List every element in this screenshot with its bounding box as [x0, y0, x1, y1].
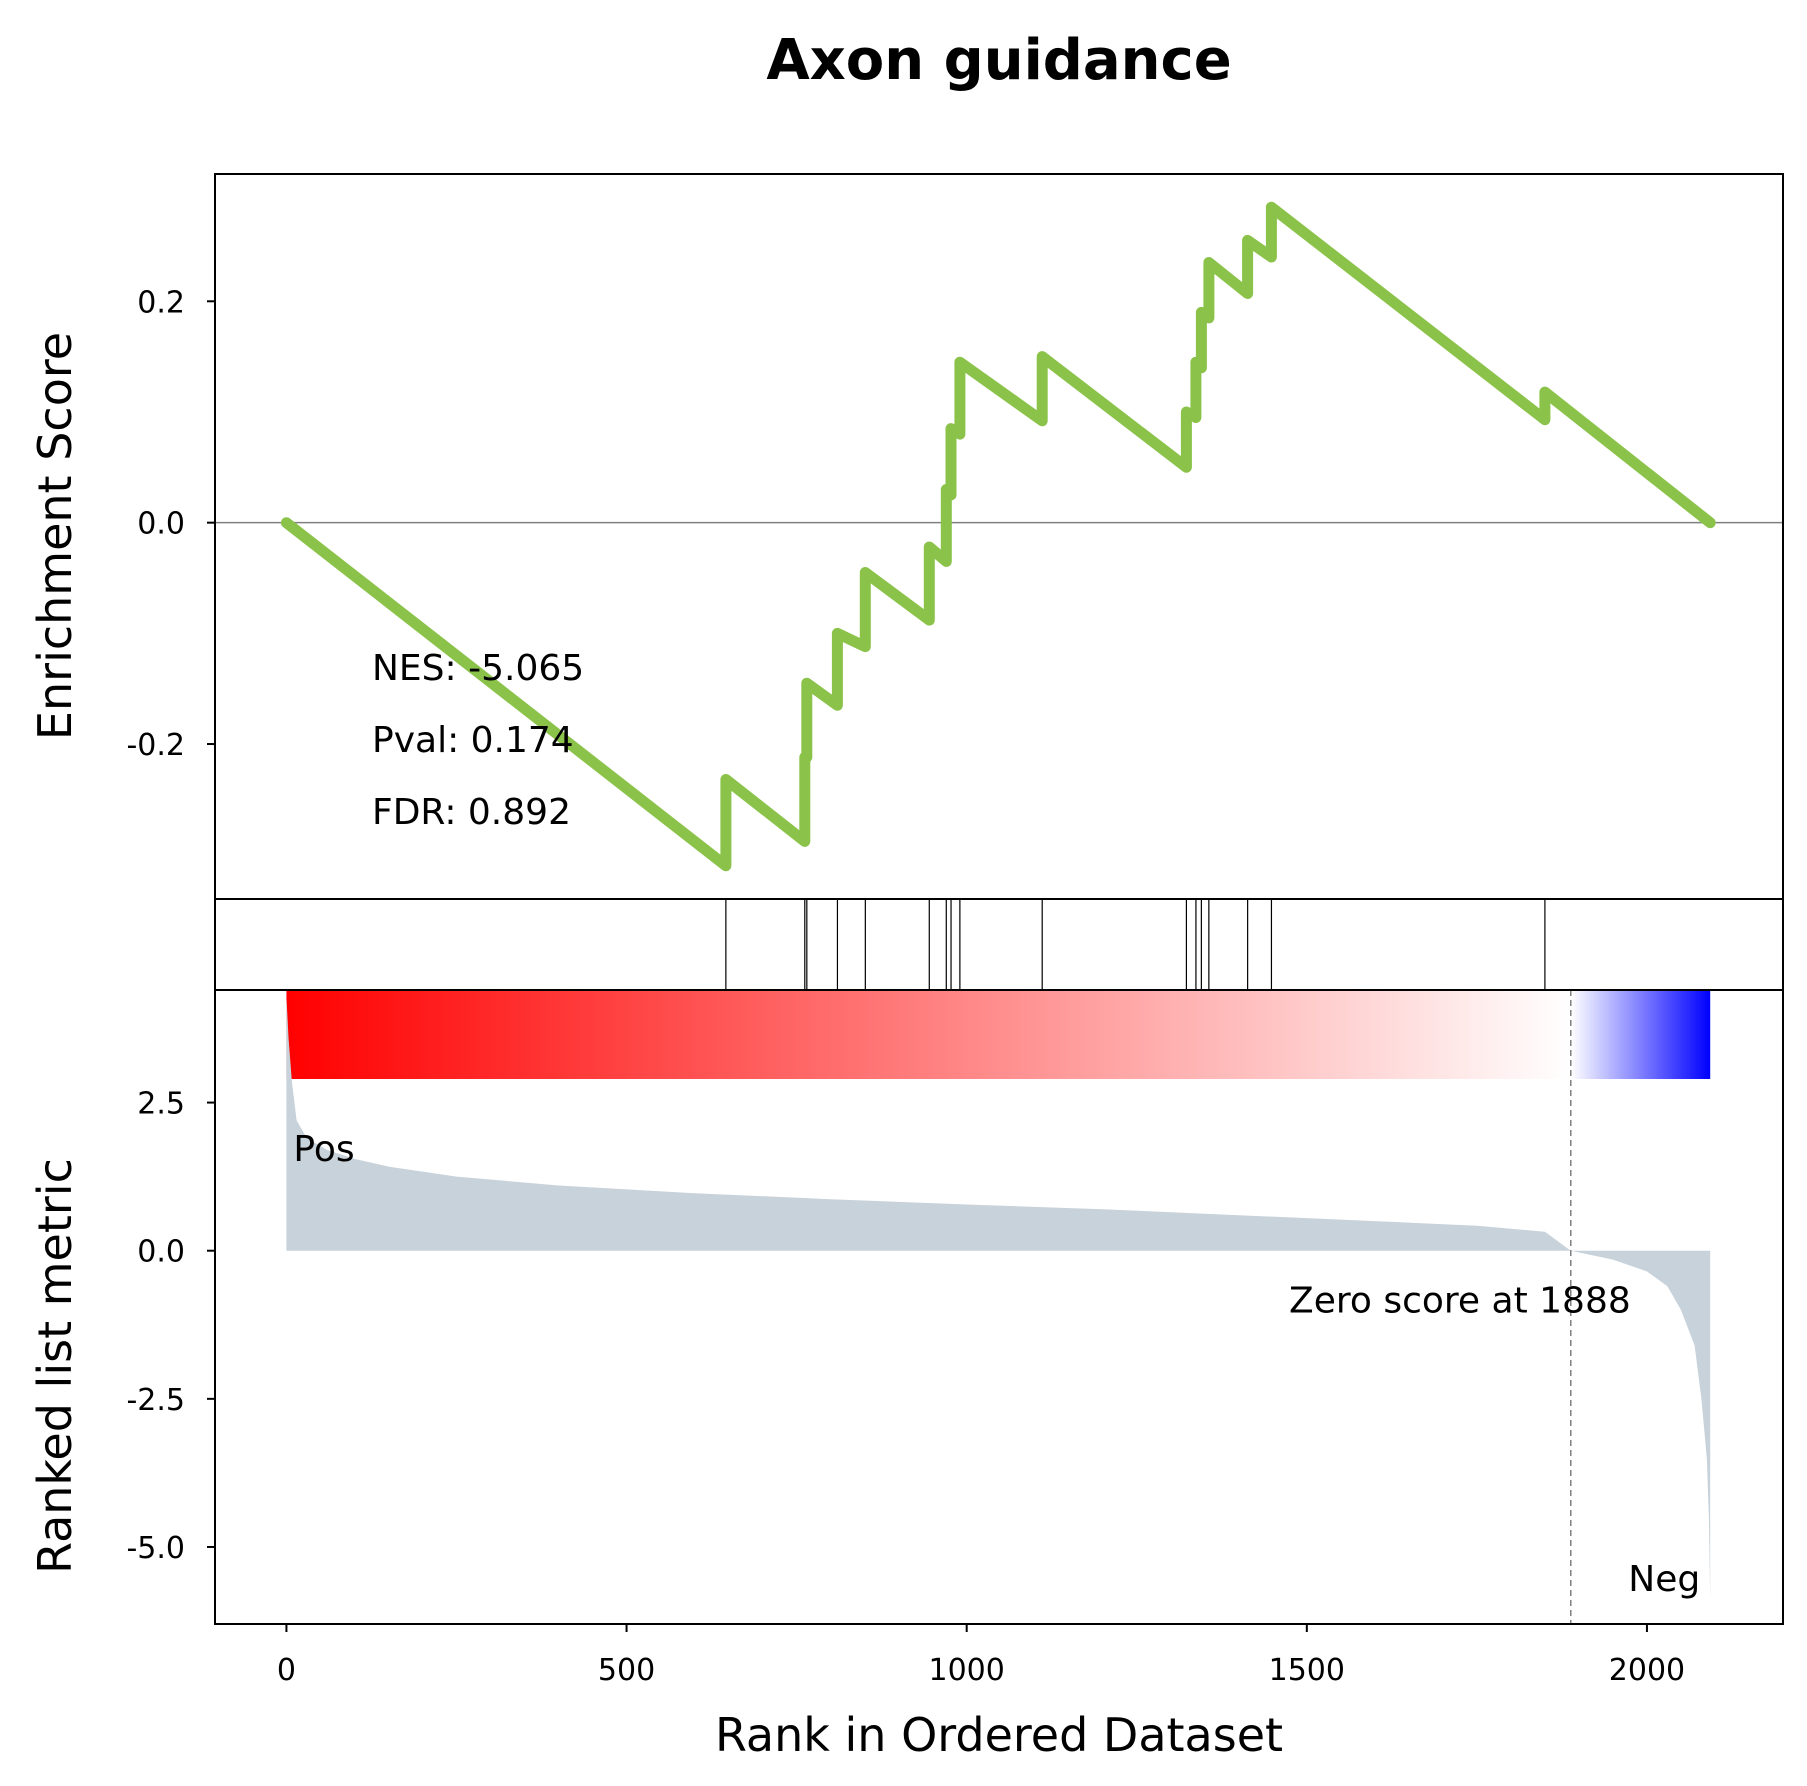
hits-panel-frame [214, 898, 1784, 991]
ranked-metric-y-tick-label: -5.0 [126, 1531, 185, 1566]
ranked-metric-y-tick-label: 2.5 [137, 1087, 185, 1122]
chart-title: Axon guidance [766, 28, 1231, 93]
enrichment-y-tick-label: 0.0 [137, 507, 185, 542]
ranked-metric-y-tick-label: -2.5 [126, 1383, 185, 1418]
x-tick-label: 1000 [929, 1653, 1005, 1688]
x-tick-label: 2000 [1609, 1653, 1685, 1688]
x-axis-title: Rank in Ordered Dataset [715, 1708, 1283, 1762]
fdr-annotation: FDR: 0.892 [372, 792, 571, 833]
hits-panel [214, 898, 1784, 991]
enrichment-panel: 0.20.0-0.2 Enrichment Score NES: -5.065 … [28, 173, 1784, 900]
rank-colorbar [286, 990, 1711, 1079]
enrichment-y-ticks: 0.2 0.0 -0.2 [126, 285, 215, 763]
nes-annotation: NES: -5.065 [372, 648, 584, 689]
enrichment-y-tick-label: -0.2 [126, 728, 185, 763]
neg-label: Neg [1628, 1559, 1700, 1600]
ranked-metric-y-axis-title: Ranked list metric [28, 1158, 82, 1574]
enrichment-y-axis-title: Enrichment Score [28, 332, 82, 740]
ranked-metric-panel-frame [214, 989, 1784, 1625]
enrichment-y-tick-label: 0.2 [137, 285, 185, 320]
enrichment-score-line [280, 201, 1716, 872]
ranked-metric-y-tick-label: 0.0 [137, 1235, 185, 1270]
x-tick-label: 1500 [1269, 1653, 1345, 1688]
x-axis-ticks: 0 500 1000 1500 2000 [277, 1624, 1685, 1688]
enrichment-panel-frame [214, 173, 1784, 900]
zero-score-label: Zero score at 1888 [1289, 1281, 1631, 1322]
pval-annotation: Pval: 0.174 [372, 720, 574, 761]
pos-label: Pos [293, 1129, 354, 1170]
x-tick-label: 0 [277, 1653, 296, 1688]
hit-lines [725, 899, 1546, 990]
x-tick-label: 500 [598, 1653, 655, 1688]
ranked-metric-panel: Zero score at 1888 Pos Neg 2.5 0.0 -2.5 -5.… [28, 989, 1784, 1625]
ranked-metric-y-ticks: 2.5 0.0 -2.5 -5.0 [126, 1087, 215, 1566]
